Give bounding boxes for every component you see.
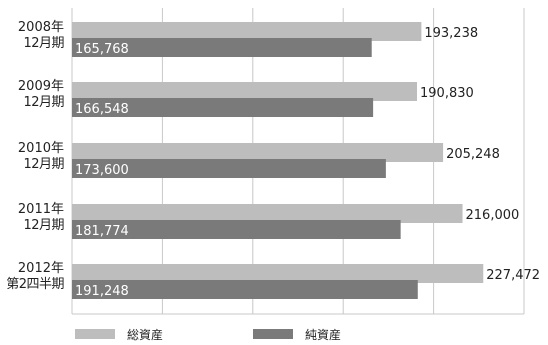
data-label-net-assets: 173,600: [75, 163, 129, 178]
data-label-total-assets: 190,830: [420, 86, 474, 101]
bar-total-assets: [72, 143, 444, 162]
data-label-total-assets: 227,472: [486, 268, 540, 283]
category-label: 2008年 12月期: [17, 20, 65, 51]
legend-swatch-net-assets: [253, 329, 293, 339]
legend-label-net-assets: 純資産: [305, 327, 342, 342]
bar-total-assets: [72, 264, 484, 283]
data-label-net-assets: 165,768: [75, 42, 129, 57]
legend-swatch-total-assets: [75, 329, 115, 339]
data-label-net-assets: 166,548: [75, 102, 129, 117]
bar-total-assets: [72, 204, 463, 223]
bar-net-assets: [72, 220, 401, 239]
category-label: 2011年 12月期: [17, 202, 65, 233]
data-label-total-assets: 216,000: [466, 208, 520, 223]
category-label: 2012年 第2四半期: [6, 261, 64, 292]
category-label: 2010年 12月期: [17, 141, 65, 172]
legend-item-total-assets: 総資産: [75, 326, 163, 342]
category-label: 2009年 12月期: [17, 79, 65, 110]
data-label-total-assets: 193,238: [424, 26, 478, 41]
bar-total-assets: [72, 82, 418, 101]
data-label-net-assets: 191,248: [75, 284, 129, 299]
data-label-net-assets: 181,774: [75, 224, 129, 239]
bar-net-assets: [72, 280, 418, 299]
bar-net-assets: [72, 98, 374, 117]
legend-item-net-assets: 純資産: [253, 326, 341, 342]
legend-label-total-assets: 総資産: [127, 327, 164, 342]
bar-total-assets: [72, 22, 422, 41]
data-label-total-assets: 205,248: [446, 147, 500, 162]
bar-net-assets: [72, 159, 386, 178]
bar-net-assets: [72, 38, 372, 57]
